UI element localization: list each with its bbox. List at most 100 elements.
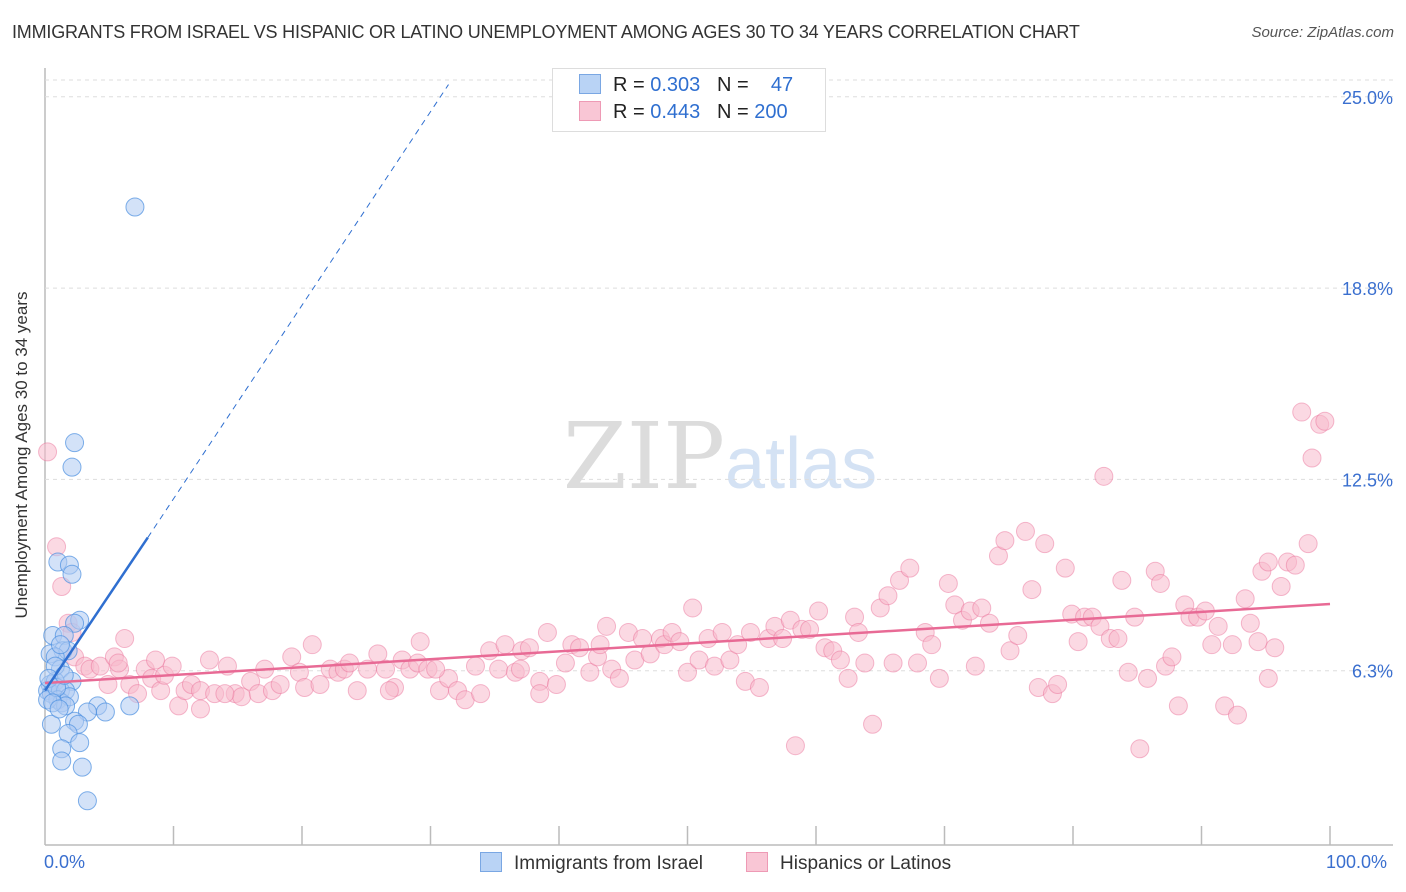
israel-point (41, 714, 61, 734)
hispanic-point (609, 668, 629, 688)
israel-point (72, 757, 92, 777)
hispanic-point (1271, 577, 1291, 597)
hispanic-point (1068, 632, 1088, 652)
israel-point (50, 635, 70, 655)
blue-swatch-icon (579, 74, 601, 94)
israel-point (65, 433, 85, 453)
hispanic-point (830, 650, 850, 670)
hispanic-point (1048, 674, 1068, 694)
hispanic-point (199, 650, 219, 670)
hispanic-point (1112, 570, 1132, 590)
hispanic-point (838, 668, 858, 688)
israel-point (49, 699, 69, 719)
n-value: 47 (770, 74, 794, 96)
hispanic-point (146, 650, 166, 670)
hispanic-point (988, 546, 1008, 566)
hispanic-point (1168, 696, 1188, 716)
hispanic-point (1138, 668, 1158, 688)
hispanic-point (670, 632, 690, 652)
pink-swatch-icon (579, 101, 601, 121)
r-value: 0.303 (650, 74, 701, 96)
bottom-legend-hispanic: Hispanics or Latinos (746, 852, 951, 875)
source-label: Source: ZipAtlas.com (1251, 24, 1394, 41)
hispanic-point (929, 668, 949, 688)
hispanic-point (995, 531, 1015, 551)
bottom-legend-israel: Immigrants from Israel (480, 852, 703, 875)
hispanic-point (720, 650, 740, 670)
hispanic-point (900, 558, 920, 578)
y-axis-label: Unemployment Among Ages 30 to 34 years (12, 291, 31, 619)
n-value: 200 (754, 101, 788, 123)
hispanic-point (379, 681, 399, 701)
hispanic-point (1285, 555, 1305, 575)
hispanic-point (590, 635, 610, 655)
hispanic-point (215, 684, 235, 704)
y-tick-label: 6.3% (1352, 662, 1393, 682)
israel-point (70, 733, 90, 753)
hispanic-point (1202, 635, 1222, 655)
hispanic-point (938, 573, 958, 593)
hispanic-point (347, 681, 367, 701)
hispanic-point (90, 656, 110, 676)
x-tick-label-max: 100.0% (1326, 852, 1388, 872)
israel-point (95, 702, 115, 722)
hispanic-point (979, 613, 999, 633)
hispanic-point (1265, 638, 1285, 658)
y-tick-label: 18.8% (1342, 279, 1393, 299)
n-label: N = (716, 74, 755, 96)
hispanic-point (863, 714, 883, 734)
hispanic-point (740, 622, 760, 642)
hispanic-point (1298, 534, 1318, 554)
hispanic-point (1215, 696, 1235, 716)
hispanic-point (1035, 534, 1055, 554)
hispanic-point (295, 678, 315, 698)
hispanic-point (489, 659, 509, 679)
hispanic-point (1094, 466, 1114, 486)
hispanic-point (426, 659, 446, 679)
hispanic-point (890, 570, 910, 590)
hispanic-point (570, 638, 590, 658)
hispanic-point (410, 632, 430, 652)
hispanic-point (800, 619, 820, 639)
israel-point (65, 613, 85, 633)
hispanic-point (683, 598, 703, 618)
hispanic-point (580, 662, 600, 682)
hispanic-point (1000, 641, 1020, 661)
hispanic-point (1240, 613, 1260, 633)
hispanic-point (530, 684, 550, 704)
legend: R = 0.303 N = 47 R = 0.443 N = 200 (552, 68, 826, 132)
legend-row-hispanic: R = 0.443 N = 200 (579, 101, 788, 124)
hispanic-point (597, 616, 617, 636)
israel-point (52, 751, 72, 771)
israel-trendline (43, 536, 149, 692)
hispanic-point (1258, 552, 1278, 572)
hispanic-point (972, 598, 992, 618)
blue-swatch-icon (480, 852, 502, 872)
hispanic-point (749, 678, 769, 698)
hispanic-point (162, 656, 182, 676)
hispanic-point (785, 736, 805, 756)
hispanic-point (1130, 739, 1150, 759)
hispanic-point (1162, 647, 1182, 667)
israel-point (77, 791, 97, 811)
hispanic-point (510, 659, 530, 679)
hispanic-point (52, 577, 72, 597)
hispanic-point (302, 635, 322, 655)
hispanic-point (1258, 668, 1278, 688)
hispanic-point (1292, 402, 1312, 422)
hispanic-point (537, 622, 557, 642)
hispanic-point (310, 674, 330, 694)
hispanic-point (1315, 411, 1335, 431)
hispanic-point (1208, 616, 1228, 636)
israel-point (62, 457, 82, 477)
hispanic-point (1118, 662, 1138, 682)
hispanic-point (922, 635, 942, 655)
hispanic-point (190, 699, 210, 719)
hispanic-point (712, 622, 732, 642)
watermark: ZIPatlas (563, 403, 877, 510)
hispanic-point (883, 653, 903, 673)
hispanic-point (1150, 573, 1170, 593)
r-label: R = (613, 74, 651, 96)
hispanic-trendline (44, 602, 1331, 685)
